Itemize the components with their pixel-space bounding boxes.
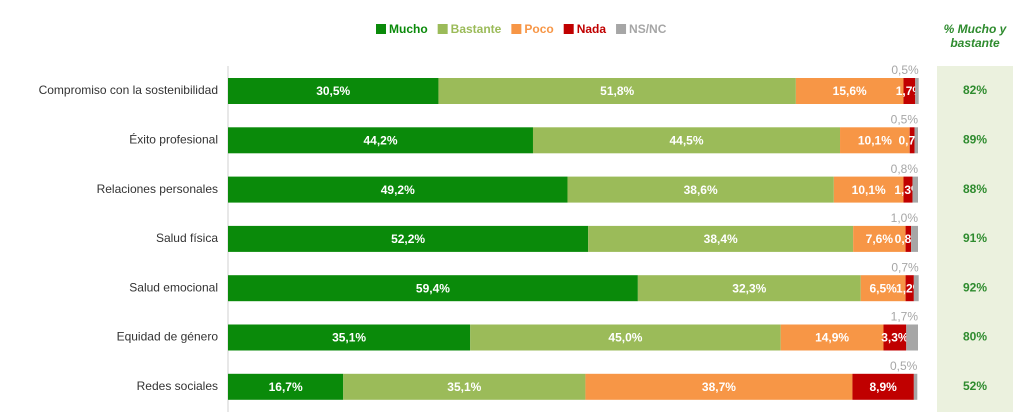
legend-label: Bastante xyxy=(451,22,502,36)
bar-segment xyxy=(532,127,841,154)
bar-segment xyxy=(860,275,906,302)
bar-segment xyxy=(637,275,861,302)
bar-segment xyxy=(228,324,471,351)
value-label: 14,9% xyxy=(815,331,849,345)
category-label: Salud emocional xyxy=(129,280,218,294)
summary-value: 88% xyxy=(963,182,987,196)
value-label: 59,4% xyxy=(416,281,450,295)
value-label: 7,6% xyxy=(866,232,894,246)
value-label: 0,8% xyxy=(891,162,919,176)
bar-segment xyxy=(852,373,914,400)
value-label: 1,2% xyxy=(896,281,924,295)
value-label: 0,7% xyxy=(898,133,926,147)
bar-segment xyxy=(903,176,913,203)
summary-value: 80% xyxy=(963,330,987,344)
value-label: 0,5% xyxy=(890,359,918,373)
value-label: 1,7% xyxy=(891,310,919,324)
value-label: 38,4% xyxy=(704,232,738,246)
bar-segment xyxy=(905,275,914,302)
value-label: 30,5% xyxy=(316,84,350,98)
bar-segment xyxy=(228,176,568,203)
bar-segment xyxy=(780,324,884,351)
value-label: 1,0% xyxy=(891,211,919,225)
value-label: 38,7% xyxy=(702,380,736,394)
legend-swatch xyxy=(616,24,627,34)
bar-segment xyxy=(470,324,781,351)
bar-segment xyxy=(833,176,904,203)
summary-value: 82% xyxy=(963,83,987,97)
bar-segment xyxy=(914,127,918,154)
value-label: 6,5% xyxy=(869,281,897,295)
summary-value: 91% xyxy=(963,231,987,245)
value-label: 38,6% xyxy=(684,183,718,197)
bar-segment xyxy=(588,225,854,252)
bar-segment xyxy=(915,78,919,104)
legend-label: Mucho xyxy=(389,22,428,36)
legend-swatch xyxy=(511,24,522,34)
summary-value: 92% xyxy=(963,280,987,294)
value-label: 0,7% xyxy=(891,260,919,274)
bar-segment xyxy=(906,324,918,351)
bar-segment xyxy=(912,176,918,203)
value-label: 52,2% xyxy=(391,232,425,246)
bar-segment xyxy=(913,275,919,302)
bar-segment xyxy=(343,373,586,400)
value-label: 3,3% xyxy=(881,331,909,345)
value-label: 45,0% xyxy=(608,331,642,345)
bar-segment xyxy=(905,225,912,252)
bar-segment xyxy=(585,373,853,400)
value-label: 44,2% xyxy=(363,133,397,147)
value-label: 10,1% xyxy=(858,133,892,147)
bar-segment xyxy=(567,176,834,203)
legend-label: NS/NC xyxy=(629,22,667,36)
value-label: 32,3% xyxy=(732,281,766,295)
value-label: 0,5% xyxy=(891,112,919,126)
value-label: 15,6% xyxy=(833,84,867,98)
legend-swatch xyxy=(437,24,448,34)
bar-segment xyxy=(853,225,906,252)
category-label: Relaciones personales xyxy=(97,182,218,196)
category-label: Compromiso con la sostenibilidad xyxy=(39,83,218,97)
value-label: 0,5% xyxy=(891,63,919,77)
summary-band xyxy=(937,66,1013,412)
value-label: 16,7% xyxy=(269,380,303,394)
legend-swatch xyxy=(563,24,574,34)
bar-segment xyxy=(840,127,910,154)
value-label: 35,1% xyxy=(447,380,481,394)
bar-segment xyxy=(903,78,916,104)
summary-title: % Mucho y bastante xyxy=(943,22,1007,50)
legend-label: Poco xyxy=(524,22,553,36)
summary-value: 52% xyxy=(963,379,987,393)
bar-segment xyxy=(228,275,638,302)
legend-label: Nada xyxy=(577,22,607,36)
bar-segment xyxy=(228,225,589,252)
category-label: Salud física xyxy=(156,231,218,245)
bar-segment xyxy=(795,78,904,104)
category-label: Redes sociales xyxy=(137,379,218,393)
value-label: 49,2% xyxy=(381,183,415,197)
value-label: 8,9% xyxy=(869,380,897,394)
bar-segment xyxy=(911,225,918,252)
bar-segment xyxy=(909,127,915,154)
category-label: Equidad de género xyxy=(117,330,219,344)
bar-segment xyxy=(228,373,344,400)
value-label: 1,7% xyxy=(896,84,924,98)
legend-swatch xyxy=(376,24,386,34)
bar-segment xyxy=(438,78,796,104)
summary-value: 89% xyxy=(963,132,987,146)
bar-segment xyxy=(913,373,918,400)
bar-segment xyxy=(883,324,907,351)
value-label: 0,8% xyxy=(895,232,923,246)
value-label: 44,5% xyxy=(669,133,703,147)
category-label: Éxito profesional xyxy=(129,131,218,146)
value-label: 51,8% xyxy=(600,84,634,98)
bar-segment xyxy=(228,127,533,154)
value-label: 35,1% xyxy=(332,331,366,345)
value-label: 10,1% xyxy=(852,183,886,197)
bar-segment xyxy=(228,78,439,104)
